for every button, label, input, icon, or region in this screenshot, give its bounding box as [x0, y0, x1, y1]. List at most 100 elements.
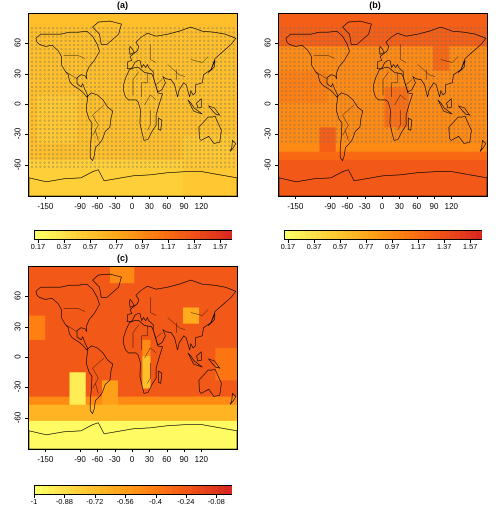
grid-cell [86, 14, 95, 23]
grid-cell [457, 127, 466, 136]
grid-cell [441, 152, 450, 161]
grid-cell [215, 324, 224, 333]
grid-cell [368, 184, 377, 193]
grid-cell [311, 160, 320, 169]
grid-cell [287, 160, 296, 169]
grid-cell [29, 267, 38, 276]
grid-cell [223, 14, 232, 23]
grid-cell [320, 55, 329, 64]
grid-cell [183, 299, 192, 308]
grid-cell [53, 308, 62, 317]
grid-cell [344, 119, 353, 128]
grid-cell [223, 389, 232, 398]
grid-cell [53, 184, 62, 193]
grid-cell [142, 184, 151, 193]
grid-cell [94, 160, 103, 169]
grid-cell [142, 308, 151, 317]
grid-cell [94, 380, 103, 389]
grid-cell [37, 413, 46, 422]
grid-cell [207, 348, 216, 357]
grid-cell [61, 87, 70, 96]
grid-cell [70, 176, 79, 185]
grid-cell [215, 299, 224, 308]
grid-cell [287, 22, 296, 31]
grid-cell [102, 46, 111, 55]
grid-cell [78, 397, 87, 406]
grid-cell [37, 184, 46, 193]
grid-cell [175, 160, 184, 169]
grid-cell [102, 397, 111, 406]
grid-cell [360, 152, 369, 161]
grid-cell [45, 192, 54, 196]
grid-cell [232, 168, 238, 177]
grid-cell [473, 168, 482, 177]
colorbar-cell [226, 231, 232, 239]
grid-cell [473, 22, 482, 31]
panel-title-b: (b) [250, 0, 500, 10]
grid-cell [94, 348, 103, 357]
grid-cell [223, 283, 232, 292]
grid-cell [449, 22, 458, 31]
grid-cell [392, 176, 401, 185]
grid-cell [78, 316, 87, 325]
grid-cell [142, 275, 151, 284]
grid-cell [328, 22, 337, 31]
grid-cell [207, 340, 216, 349]
grid-cell [37, 324, 46, 333]
grid-cell [232, 332, 238, 341]
grid-cell [215, 332, 224, 341]
grid-cell [457, 160, 466, 169]
grid-cell [86, 389, 95, 398]
grid-cell [151, 421, 160, 430]
grid-cell [70, 421, 79, 430]
grid-cell [183, 405, 192, 414]
y-tick-mark [275, 74, 278, 75]
grid-cell [441, 14, 450, 23]
grid-cell [37, 160, 46, 169]
grid-cell [368, 103, 377, 112]
grid-cell [223, 405, 232, 414]
grid-cell [215, 405, 224, 414]
grid-cell [61, 364, 70, 373]
grid-cell [45, 275, 54, 284]
grid-cell [320, 152, 329, 161]
grid-cell [311, 144, 320, 153]
grid-cell [94, 413, 103, 422]
grid-cell [126, 291, 135, 300]
grid-cell [78, 184, 87, 193]
grid-cell [287, 14, 296, 23]
grid-cell [384, 111, 393, 120]
grid-cell [53, 324, 62, 333]
grid-cell [159, 405, 168, 414]
grid-cell [151, 119, 160, 128]
grid-cell [183, 14, 192, 23]
x-tick-mark [365, 196, 366, 199]
grid-cell [142, 413, 151, 422]
grid-cell [126, 184, 135, 193]
colorbar-tick-label: 1.57 [455, 242, 485, 251]
grid-cell [183, 324, 192, 333]
grid-cell [61, 127, 70, 136]
grid-cell [110, 421, 119, 430]
grid-cell [126, 176, 135, 185]
grid-cell [29, 127, 38, 136]
grid-cell [207, 22, 216, 31]
grid-cell [417, 160, 426, 169]
grid-cell [142, 299, 151, 308]
grid-cell [70, 267, 79, 276]
grid-cell [183, 316, 192, 325]
map-svg-b [279, 14, 487, 196]
grid-cell [110, 308, 119, 317]
grid-cell [102, 372, 111, 381]
grid-cell [473, 87, 482, 96]
grid-cell [86, 176, 95, 185]
grid-cell [142, 46, 151, 55]
grid-cell [61, 283, 70, 292]
colorbar-tick-mark [392, 240, 393, 243]
grid-cell [482, 22, 488, 31]
grid-cell [320, 168, 329, 177]
grid-cell [392, 46, 401, 55]
grid-cell [142, 364, 151, 373]
grid-cell [142, 127, 151, 136]
grid-cell [215, 22, 224, 31]
